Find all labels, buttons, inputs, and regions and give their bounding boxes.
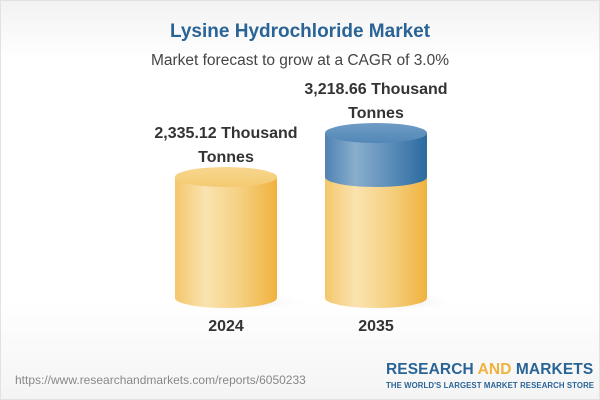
brand-name: RESEARCH AND MARKETS: [386, 361, 594, 378]
source-url[interactable]: https://www.researchandmarkets.com/repor…: [15, 373, 306, 387]
chart-title: Lysine Hydrochloride Market: [169, 21, 431, 42]
brand-logo[interactable]: RESEARCH AND MARKETS THE WORLD'S LARGEST…: [386, 361, 595, 390]
value-label-2024-line2: Tonnes: [198, 149, 254, 166]
growth-segment: [325, 133, 427, 187]
cylinder-2035: [320, 123, 460, 312]
value-label-2024: 2,335.12 Thousand Tonnes: [126, 122, 326, 170]
brand-tagline: THE WORLD'S LARGEST MARKET RESEARCH STOR…: [386, 381, 595, 390]
year-label-2035: 2035: [358, 318, 394, 335]
value-label-2035: 3,218.66 Thousand Tonnes: [276, 78, 476, 126]
cylinder-2024: [170, 167, 310, 312]
value-label-2035-line1: 3,218.66 Thousand: [304, 81, 448, 98]
value-label-2035-line2: Tonnes: [348, 105, 404, 122]
value-label-2024-line1: 2,335.12 Thousand: [154, 125, 298, 142]
year-label-2024: 2024: [208, 318, 244, 335]
chart-subtitle: Market forecast to grow at a CAGR of 3.0…: [150, 52, 450, 69]
